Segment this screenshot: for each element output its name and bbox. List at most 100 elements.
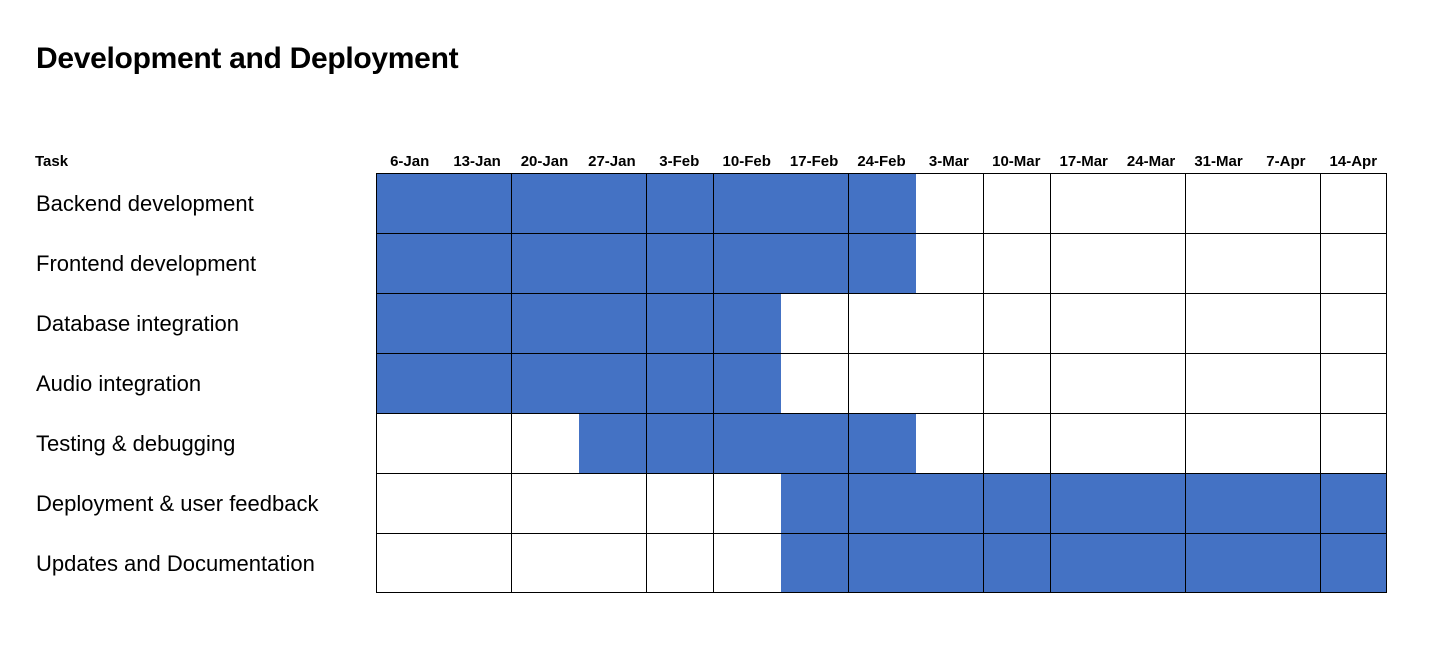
gantt-cell-filled <box>645 293 714 353</box>
gantt-cell-empty <box>1252 353 1321 413</box>
gantt-cell-filled <box>713 353 781 413</box>
gantt-cell-filled <box>780 413 849 473</box>
gantt-cell-filled <box>578 233 647 293</box>
task-label: Testing & debugging <box>36 431 236 456</box>
gantt-cell-empty <box>1252 173 1321 233</box>
gantt-cell-filled <box>578 353 647 413</box>
gantt-cell-filled <box>847 233 916 293</box>
gantt-cell-filled <box>510 293 579 353</box>
task-label: Backend development <box>36 191 254 216</box>
grid-bottom-border <box>376 592 1387 593</box>
gantt-cell-empty <box>443 413 512 473</box>
task-label: Updates and Documentation <box>36 551 315 576</box>
gantt-cell-empty <box>780 293 849 353</box>
gantt-cell-empty <box>1319 173 1388 233</box>
gantt-cell-empty <box>1117 233 1186 293</box>
task-label: Database integration <box>36 311 240 336</box>
week-header: 24-Feb <box>857 153 906 170</box>
gantt-cell-empty <box>578 533 647 593</box>
gantt-cell-filled <box>443 233 512 293</box>
gantt-cell-filled <box>645 173 714 233</box>
gantt-cell-filled <box>510 353 579 413</box>
gantt-cell-empty <box>1184 353 1253 413</box>
week-header: 20-Jan <box>520 153 569 170</box>
gantt-cell-filled <box>847 533 916 593</box>
gantt-cell-empty <box>1184 413 1253 473</box>
gantt-cell-empty <box>1050 353 1118 413</box>
gantt-cell-empty <box>982 293 1051 353</box>
gantt-cell-filled <box>1319 533 1388 593</box>
gantt-cell-filled <box>578 173 647 233</box>
gantt-cell-empty <box>1319 353 1388 413</box>
task-label: Audio integration <box>36 371 202 396</box>
gantt-cell-filled <box>376 173 444 233</box>
gantt-cell-filled <box>443 353 512 413</box>
gantt-cell-empty <box>1050 293 1118 353</box>
gantt-cell-filled <box>1319 473 1388 533</box>
week-header: 17-Feb <box>789 153 839 170</box>
gantt-cell-empty <box>376 473 444 533</box>
gantt-cell-filled <box>982 473 1051 533</box>
gantt-cell-empty <box>1117 413 1186 473</box>
gantt-cell-filled <box>713 293 781 353</box>
gantt-cell-empty <box>1184 233 1253 293</box>
gantt-cell-filled <box>982 533 1051 593</box>
gantt-cell-filled <box>1252 473 1321 533</box>
gantt-cell-filled <box>1117 473 1186 533</box>
gantt-cell-filled <box>376 233 444 293</box>
gantt-cell-filled <box>443 173 512 233</box>
week-header: 24-Mar <box>1126 153 1176 170</box>
week-header: 14-Apr <box>1329 153 1378 170</box>
grid-right-border <box>1386 173 1387 593</box>
page-title: Development and Deployment <box>36 42 459 75</box>
gantt-cell-filled <box>1184 473 1253 533</box>
gantt-cell-empty <box>915 413 984 473</box>
gantt-cell-filled <box>713 233 781 293</box>
gantt-cell-empty <box>915 233 984 293</box>
gantt-cell-filled <box>376 293 444 353</box>
gantt-cell-empty <box>376 413 444 473</box>
gantt-cell-filled <box>645 353 714 413</box>
task-label: Frontend development <box>36 251 257 276</box>
week-header: 3-Mar <box>928 153 969 170</box>
gantt-cell-empty <box>780 353 849 413</box>
task-label: Deployment & user feedback <box>36 491 319 516</box>
gantt-cell-filled <box>1252 533 1321 593</box>
gantt-cell-filled <box>915 533 984 593</box>
week-header: 13-Jan <box>453 153 501 170</box>
gantt-cell-filled <box>713 413 781 473</box>
gantt-cell-empty <box>376 533 444 593</box>
gantt-cell-filled <box>443 293 512 353</box>
gantt-cell-empty <box>1117 353 1186 413</box>
gantt-cell-filled <box>645 233 714 293</box>
gantt-cell-empty <box>1184 293 1253 353</box>
gantt-cell-filled <box>510 173 579 233</box>
gantt-cell-filled <box>780 533 849 593</box>
gantt-cell-empty <box>645 473 714 533</box>
gantt-cell-empty <box>578 473 647 533</box>
gantt-cell-empty <box>1252 293 1321 353</box>
gantt-cell-filled <box>915 473 984 533</box>
gantt-cell-empty <box>1252 413 1321 473</box>
week-header: 27-Jan <box>588 153 636 170</box>
gantt-cell-empty <box>915 353 984 413</box>
gantt-cell-empty <box>713 533 781 593</box>
week-header: 7-Apr <box>1266 153 1306 170</box>
week-header: 10-Feb <box>722 153 771 170</box>
gantt-cell-empty <box>982 353 1051 413</box>
gantt-cell-filled <box>847 413 916 473</box>
gantt-cell-filled <box>578 293 647 353</box>
gantt-cell-empty <box>1050 413 1118 473</box>
gantt-cell-filled <box>1050 473 1118 533</box>
gantt-cell-empty <box>713 473 781 533</box>
gantt-cell-empty <box>1319 293 1388 353</box>
gantt-cell-filled <box>1050 533 1118 593</box>
gantt-cell-filled <box>1184 533 1253 593</box>
gantt-cell-filled <box>713 173 781 233</box>
gantt-cell-empty <box>1050 173 1118 233</box>
gantt-grid <box>376 173 1388 593</box>
gantt-cell-empty <box>982 233 1051 293</box>
gantt-cell-empty <box>1117 173 1186 233</box>
gantt-cell-empty <box>847 353 916 413</box>
gantt-cell-empty <box>847 293 916 353</box>
